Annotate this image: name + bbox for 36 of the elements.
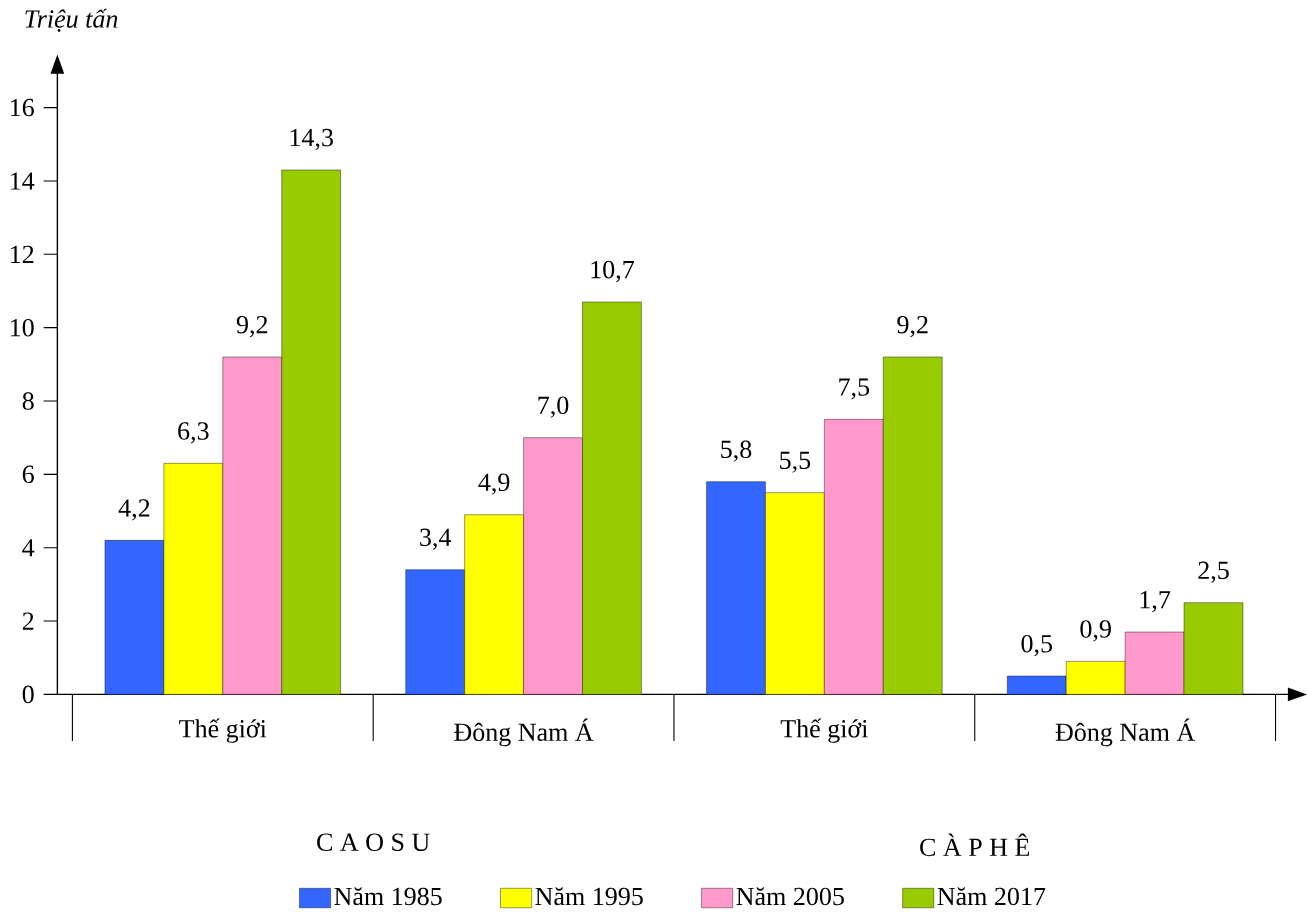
x-tick-label: Thế giới [780, 718, 868, 743]
legend-label: Năm 2005 [736, 887, 844, 906]
text: C À P H Ê [920, 833, 1030, 856]
data-label: 9,2 [236, 315, 268, 337]
data-label: 4,9 [478, 473, 510, 495]
data-label: 7,5 [839, 378, 870, 400]
y-tick-label: 8 [22, 392, 34, 410]
legend-label: Năm 2017 [937, 887, 1046, 906]
y-tick-label: 0 [22, 685, 34, 703]
y-axis-title: Triệu tấn [25, 8, 118, 32]
data-label: 10,7 [591, 260, 634, 282]
y-tick-label: 4 [22, 538, 35, 557]
y-tick-label: 6 [22, 465, 34, 483]
legend-label: Năm 1995 [535, 887, 643, 906]
data-label: 2,5 [1198, 561, 1229, 583]
data-label: 9,2 [897, 315, 928, 337]
data-label: 1,7 [1140, 590, 1171, 613]
text: C A O S U [317, 833, 430, 851]
y-tick-label: 16 [10, 98, 34, 117]
data-label: 6,3 [178, 422, 209, 444]
legend-label: Năm 1985 [334, 887, 442, 906]
data-label: 5,5 [780, 451, 811, 473]
x-tick-label: Thế giới [179, 718, 267, 743]
data-label: 14,3 [290, 128, 333, 150]
y-tick-label: 12 [10, 245, 34, 263]
y-tick-label: 2 [22, 612, 34, 630]
x-tick-label: Đông Nam Á [454, 718, 594, 747]
x-tick-label: Đông Nam Á [1055, 718, 1196, 747]
y-tick-label: 14 [10, 172, 35, 190]
data-label: 0,5 [1021, 634, 1053, 657]
data-label: 0,9 [1080, 620, 1111, 642]
y-tick-label: 10 [10, 318, 34, 337]
data-label: 3,4 [420, 528, 452, 550]
data-label: 7,0 [538, 396, 569, 418]
data-label: 4,2 [118, 499, 150, 521]
data-label: 5,8 [721, 440, 752, 462]
